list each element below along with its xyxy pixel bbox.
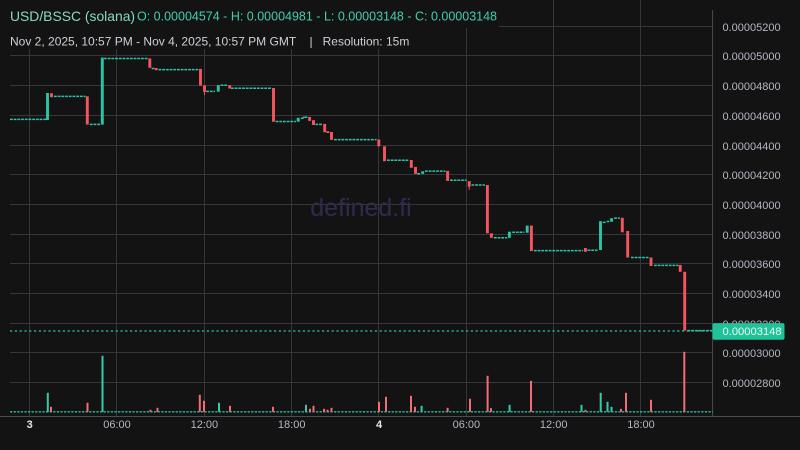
- svg-text:0.00002800: 0.00002800: [723, 378, 781, 390]
- svg-text:18:00: 18:00: [278, 419, 306, 431]
- svg-text:Nov 2, 2025, 10:57 PM - Nov 4,: Nov 2, 2025, 10:57 PM - Nov 4, 2025, 10:…: [10, 35, 409, 49]
- svg-text:0.00004000: 0.00004000: [723, 200, 781, 212]
- svg-text:0.00005200: 0.00005200: [723, 22, 781, 34]
- svg-text:12:00: 12:00: [191, 419, 219, 431]
- svg-text:0.00003400: 0.00003400: [723, 289, 781, 301]
- svg-text:0.00004600: 0.00004600: [723, 111, 781, 123]
- svg-text:12:00: 12:00: [540, 419, 568, 431]
- svg-text:defined.fi: defined.fi: [310, 194, 411, 222]
- svg-text:0.00004800: 0.00004800: [723, 81, 781, 93]
- svg-text:0.00003800: 0.00003800: [723, 230, 781, 242]
- svg-text:18:00: 18:00: [627, 419, 655, 431]
- svg-text:3: 3: [27, 419, 33, 431]
- svg-text:O: 0.00004574 - H: 0.00004981: O: 0.00004574 - H: 0.00004981 - L: 0.000…: [137, 10, 497, 24]
- svg-text:4: 4: [376, 419, 383, 431]
- svg-text:0.00003148: 0.00003148: [723, 326, 782, 338]
- svg-text:0.00004200: 0.00004200: [723, 170, 781, 182]
- svg-text:0.00003600: 0.00003600: [723, 259, 781, 271]
- svg-text:USD/BSSC (solana): USD/BSSC (solana): [10, 8, 135, 24]
- svg-text:06:00: 06:00: [453, 419, 481, 431]
- svg-text:06:00: 06:00: [103, 419, 131, 431]
- svg-text:0.00004400: 0.00004400: [723, 141, 781, 153]
- svg-text:0.00005000: 0.00005000: [723, 51, 781, 63]
- svg-text:0.00003000: 0.00003000: [723, 348, 781, 360]
